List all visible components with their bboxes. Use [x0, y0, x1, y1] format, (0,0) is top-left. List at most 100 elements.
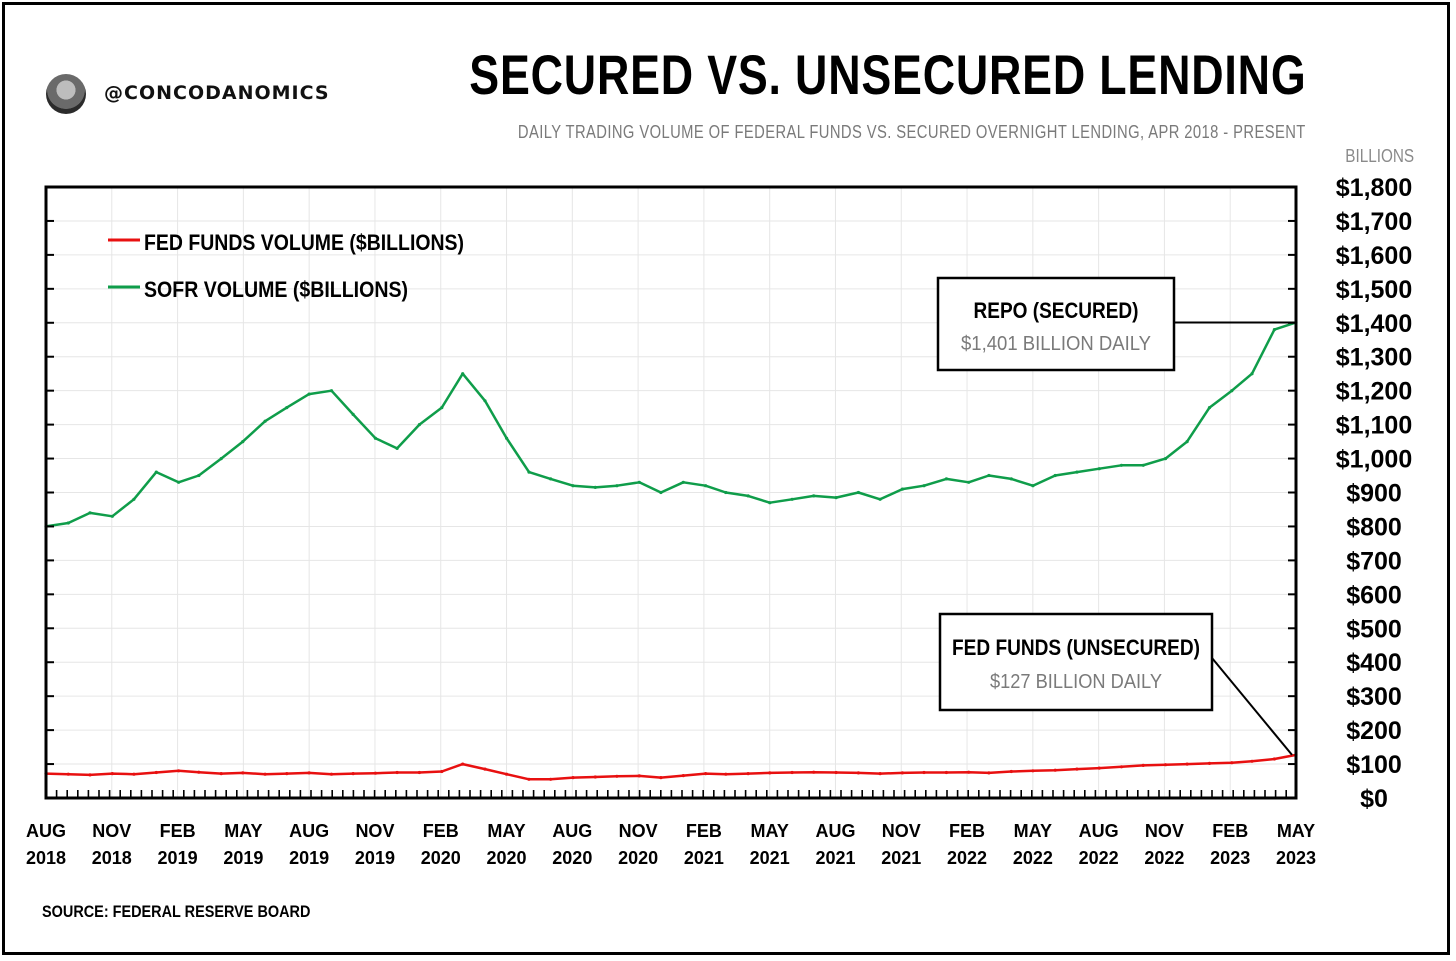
- data-point-fed-funds: [1097, 766, 1101, 770]
- y-tick-label: $800: [1346, 513, 1402, 541]
- data-point-fed-funds: [461, 762, 465, 766]
- data-point-sofr: [154, 470, 158, 474]
- data-point-fed-funds: [241, 771, 245, 775]
- data-point-sofr: [571, 484, 575, 488]
- data-point-sofr: [593, 485, 597, 489]
- data-point-sofr: [88, 511, 92, 515]
- data-point-sofr: [856, 490, 861, 495]
- chart-subtitle: DAILY TRADING VOLUME OF FEDERAL FUNDS VS…: [518, 122, 1306, 142]
- data-point-sofr: [307, 392, 311, 396]
- data-point-sofr: [1031, 484, 1035, 488]
- legend: FED FUNDS VOLUME ($BILLIONS) SOFR VOLUME…: [108, 230, 464, 302]
- y-tick-label: $700: [1346, 547, 1402, 575]
- data-point-fed-funds: [329, 772, 334, 776]
- data-point-fed-funds: [724, 772, 728, 776]
- data-point-sofr: [1230, 389, 1234, 393]
- x-tick-label-year: 2020: [618, 848, 658, 868]
- data-point-sofr: [197, 473, 201, 478]
- data-point-fed-funds: [1185, 762, 1189, 766]
- data-point-fed-funds: [505, 772, 509, 776]
- data-point-sofr: [746, 494, 750, 498]
- chart-title: SECURED VS. UNSECURED LENDING: [468, 43, 1306, 106]
- data-point-fed-funds: [263, 772, 267, 776]
- data-point-sofr: [461, 372, 465, 376]
- data-point-fed-funds: [637, 774, 641, 778]
- data-point-fed-funds: [768, 771, 772, 775]
- data-point-sofr: [704, 484, 708, 488]
- data-point-sofr: [1075, 470, 1079, 474]
- data-point-sofr: [878, 497, 882, 501]
- y-tick-label: $300: [1346, 683, 1402, 711]
- data-point-fed-funds: [110, 772, 114, 776]
- legend-label-sofr: SOFR VOLUME ($BILLIONS): [144, 277, 408, 302]
- x-tick-label-month: NOV: [619, 821, 658, 841]
- data-point-fed-funds: [834, 770, 838, 775]
- data-point-sofr: [219, 457, 223, 461]
- series-line-sofr: [45, 321, 1297, 528]
- y-tick-label: $1,400: [1336, 310, 1412, 338]
- data-point-sofr: [987, 473, 991, 478]
- data-point-fed-funds: [1119, 765, 1124, 769]
- data-point-fed-funds: [746, 772, 750, 776]
- x-tick-label-month: AUG: [26, 821, 66, 841]
- data-point-fed-funds: [197, 770, 201, 774]
- fed-funds-callout-title: FED FUNDS (UNSECURED): [952, 635, 1200, 660]
- data-point-sofr: [900, 487, 905, 491]
- data-point-fed-funds: [395, 770, 399, 775]
- x-tick-label-year: 2023: [1210, 848, 1250, 868]
- x-tick-label-month: MAY: [1277, 821, 1315, 841]
- data-point-sofr: [505, 436, 509, 440]
- y-axis-unit-label: BILLIONS: [1345, 146, 1415, 166]
- data-point-sofr: [812, 494, 816, 498]
- x-tick-label-month: FEB: [1212, 821, 1248, 841]
- data-point-fed-funds: [812, 770, 816, 774]
- x-tick-label-month: NOV: [92, 821, 131, 841]
- x-tick-label-month: FEB: [423, 821, 459, 841]
- author-avatar: [46, 74, 86, 114]
- data-point-fed-funds: [1053, 768, 1057, 772]
- data-point-sofr: [967, 480, 971, 484]
- y-tick-label: $1,700: [1336, 208, 1412, 236]
- x-tick-label-year: 2020: [552, 848, 592, 868]
- y-tick-label: $600: [1346, 581, 1402, 609]
- x-tick-label-year: 2021: [881, 848, 921, 868]
- x-tick-label-month: FEB: [160, 821, 196, 841]
- x-tick-label-year: 2019: [289, 848, 329, 868]
- data-point-fed-funds: [440, 769, 444, 774]
- x-tick-label-month: FEB: [686, 821, 722, 841]
- repo-callout-box: [936, 276, 1176, 372]
- y-tick-label: $1,200: [1336, 378, 1412, 406]
- data-point-sofr: [1097, 467, 1101, 471]
- annotation-repo: REPO (SECURED) $1,401 BILLION DAILY: [936, 276, 1296, 372]
- data-point-sofr: [417, 423, 421, 427]
- fed-funds-leader-line: [1211, 657, 1293, 756]
- data-point-fed-funds: [154, 770, 158, 775]
- data-point-fed-funds: [856, 771, 861, 775]
- y-tick-label: $900: [1346, 480, 1402, 508]
- x-tick-label-month: NOV: [882, 821, 921, 841]
- source-note: SOURCE: FEDERAL RESERVE BOARD: [42, 902, 311, 921]
- repo-callout-value: $1,401 BILLION DAILY: [961, 333, 1151, 355]
- data-point-fed-funds: [1272, 757, 1276, 761]
- data-point-fed-funds: [704, 772, 708, 776]
- data-point-fed-funds: [571, 776, 575, 780]
- y-tick-label: $1,100: [1336, 412, 1412, 440]
- data-point-sofr: [177, 480, 181, 484]
- x-tick-label-year: 2022: [947, 848, 987, 868]
- y-tick-label: $500: [1346, 615, 1402, 643]
- data-point-fed-funds: [417, 770, 421, 775]
- x-tick-label-month: AUG: [552, 821, 592, 841]
- data-point-sofr: [1053, 473, 1057, 478]
- fed-funds-callout-box: [938, 612, 1214, 712]
- x-tick-label-month: AUG: [289, 821, 329, 841]
- data-point-sofr: [659, 490, 663, 495]
- data-point-sofr: [351, 412, 355, 416]
- y-tick-label: $1,600: [1336, 242, 1412, 270]
- x-tick-label-month: MAY: [224, 821, 262, 841]
- x-tick-label-year: 2022: [1013, 848, 1053, 868]
- legend-label-fed-funds: FED FUNDS VOLUME ($BILLIONS): [144, 230, 464, 255]
- data-point-sofr: [790, 497, 794, 501]
- data-point-sofr: [132, 497, 136, 501]
- data-point-fed-funds: [593, 775, 597, 779]
- data-point-sofr: [549, 477, 553, 481]
